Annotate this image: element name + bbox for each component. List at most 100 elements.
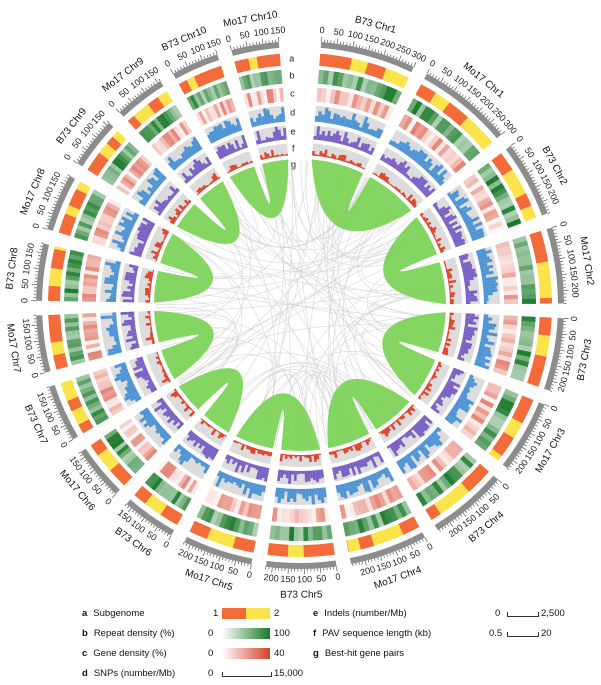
tick-mark — [446, 82, 448, 86]
snp-bar — [483, 317, 493, 321]
indel-bar — [139, 225, 152, 234]
gene-density-bin — [364, 497, 374, 512]
tick-mark — [543, 203, 547, 205]
repeat-density-bin — [442, 123, 456, 138]
track-letter: a — [289, 53, 294, 63]
snp-bar — [100, 315, 117, 320]
subgenome-block — [536, 261, 552, 299]
pav-bar — [421, 215, 424, 219]
indel-bar — [362, 457, 368, 468]
tick-mark — [72, 160, 78, 164]
snp-bar — [138, 199, 147, 207]
gene-density-bin — [502, 323, 518, 331]
pav-bar — [422, 390, 429, 397]
snp-bar — [276, 115, 280, 123]
repeat-density-bin — [463, 144, 477, 159]
indel-bar — [405, 431, 411, 437]
pav-bar — [299, 454, 302, 462]
snp-bar — [478, 348, 492, 355]
tick-mark — [141, 87, 145, 93]
repeat-density-bin — [521, 288, 536, 295]
snp-bar — [481, 331, 498, 337]
indel-bar — [125, 337, 138, 343]
pav-bar — [338, 449, 341, 452]
snp-bar — [110, 265, 120, 271]
tick-mark — [76, 158, 80, 161]
tick-mark — [481, 111, 484, 114]
indel-bar — [320, 469, 325, 478]
repeat-density-bin — [110, 437, 125, 450]
subgenome-block — [539, 297, 552, 304]
gene-density-bin — [220, 495, 230, 510]
gene-density-bin — [503, 315, 518, 321]
tick-mark — [194, 547, 197, 551]
gene-density-bin — [489, 225, 505, 235]
pav-bar — [196, 193, 200, 196]
pav-bar — [259, 449, 264, 455]
tick-mark — [437, 77, 440, 81]
indel-bar — [452, 367, 465, 375]
snp-bar — [117, 244, 126, 250]
pav-bar — [157, 353, 159, 357]
pav-bar — [446, 335, 449, 339]
tick-mark — [491, 486, 494, 489]
tick-mark — [124, 103, 127, 107]
pav-bar — [423, 217, 429, 223]
snp-bar — [426, 168, 431, 174]
gene-density-bin — [100, 212, 116, 222]
snp-bar — [482, 325, 495, 331]
indel-bar — [433, 401, 437, 405]
repeat-density-bin — [238, 76, 246, 91]
pav-bar — [274, 155, 277, 158]
subgenome-block — [346, 540, 350, 553]
indel-bar — [449, 230, 457, 236]
pav-bar — [349, 445, 354, 452]
repeat-density-bin — [400, 500, 412, 516]
tick-mark — [86, 145, 89, 148]
tick-mark — [59, 419, 63, 422]
tick-mark — [61, 185, 64, 188]
snp-bar — [482, 328, 490, 333]
indel-bar — [443, 386, 457, 395]
gene-density-bin — [503, 285, 518, 292]
tick-mark — [134, 512, 137, 515]
snp-bar — [111, 239, 127, 247]
tick-mark — [40, 245, 43, 247]
tick-label: 0 — [103, 496, 114, 507]
pav-bar — [353, 163, 357, 166]
tick-label: 0 — [29, 372, 40, 379]
gene-density-bin — [496, 354, 512, 363]
tick-mark — [47, 211, 53, 215]
indel-bar — [315, 470, 320, 483]
tick-label: 50 — [523, 146, 537, 160]
gene-density-bin — [472, 188, 487, 200]
repeat-density-bin — [509, 372, 525, 382]
gene-density-bin — [474, 192, 490, 204]
repeat-density-bin — [511, 367, 527, 377]
indel-bar — [463, 277, 474, 282]
tick-label: 0 — [30, 222, 41, 230]
snp-bar — [193, 456, 198, 461]
pav-bar — [390, 423, 396, 431]
indel-bar — [463, 328, 475, 333]
gene-density-bin — [153, 141, 166, 154]
snp-bar — [115, 260, 122, 265]
tick-mark — [100, 482, 105, 487]
snp-bar — [162, 432, 170, 440]
tick-label: 100 — [253, 26, 269, 38]
gene-density-bin — [99, 385, 115, 395]
pav-bar — [187, 199, 192, 204]
pav-bar — [364, 439, 370, 446]
gene-density-bin — [132, 435, 146, 448]
gene-pair-ribbon — [382, 312, 446, 396]
indel-bar — [231, 457, 237, 465]
indel-bar — [230, 144, 237, 153]
gene-density-bin — [360, 498, 370, 514]
snp-bar — [238, 479, 244, 489]
pav-bar — [304, 454, 307, 458]
indel-bar — [449, 374, 456, 380]
snp-bar — [374, 472, 380, 480]
snp-bar — [477, 351, 492, 358]
ideogram-bar — [349, 532, 426, 565]
